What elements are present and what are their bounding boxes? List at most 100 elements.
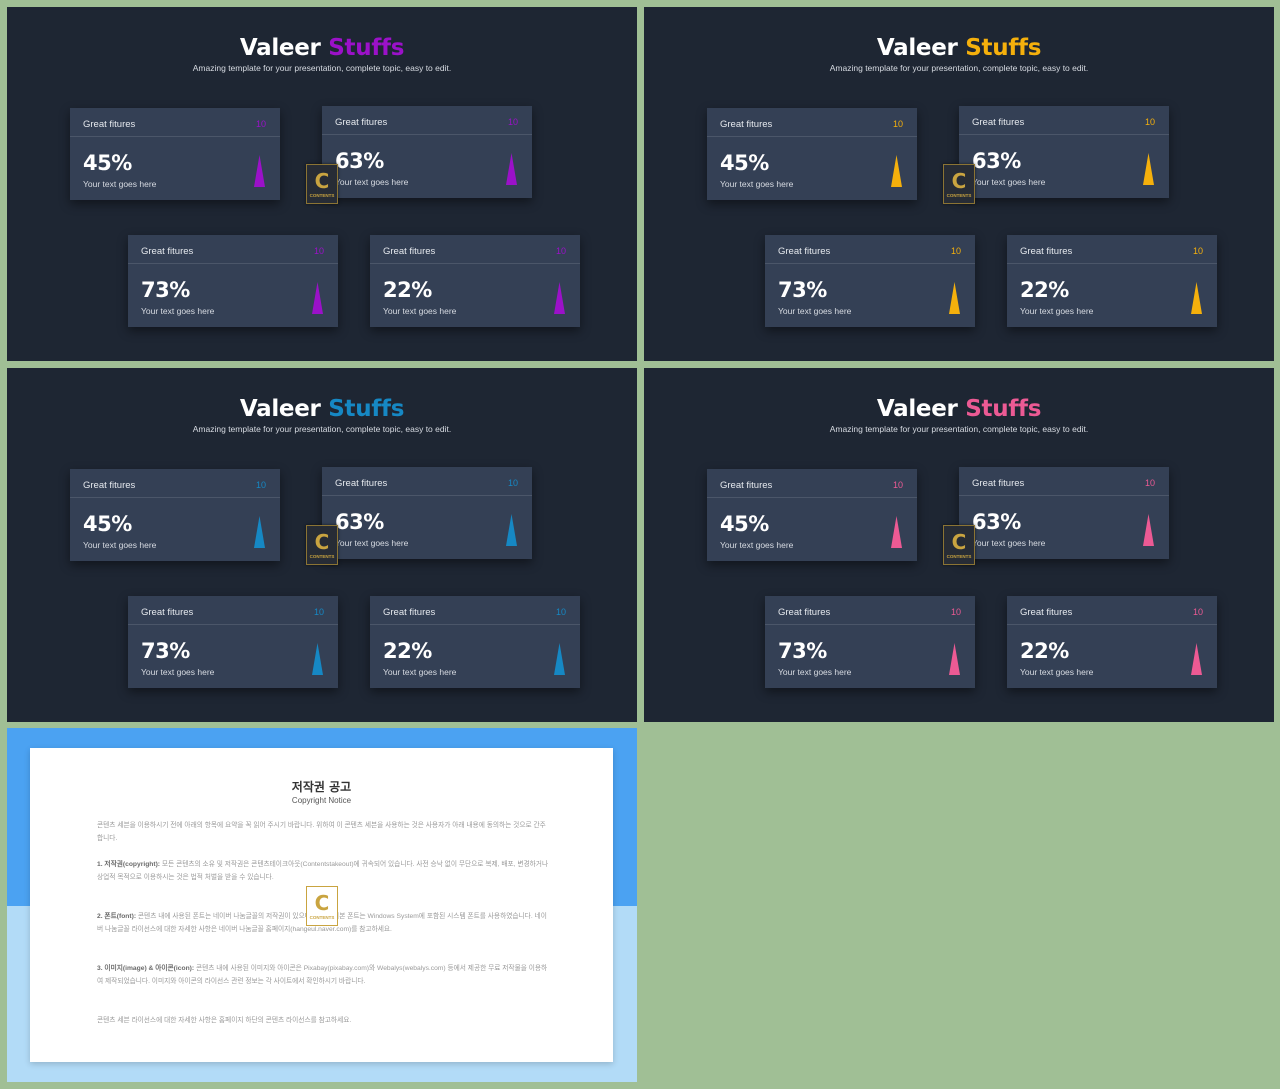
card-percent: 22% [383,639,432,663]
notice-copyright: 1. 저작권(copyright): 모든 콘텐츠의 소유 및 저작권은 콘텐츠… [97,861,549,881]
card-percent: 45% [720,151,769,175]
card-text: Your text goes here [778,306,852,316]
card-title: Great fitures [1020,246,1073,257]
notice-outro: 콘텐츠 세븐 라이선스에 대한 자세한 사항은 홈페이지 하단의 콘텐츠 라이선… [97,1017,352,1024]
slide-pink[interactable]: Valeer Stuffs Amazing template for your … [644,368,1274,722]
card-header [765,596,975,625]
spike-icon [1191,282,1202,314]
spike-icon [254,516,265,548]
card-title: Great fitures [1020,607,1073,618]
slide-subtitle: Amazing template for your presentation, … [829,424,1089,434]
notice-image-icon: 3. 이미지(image) & 아이콘(icon): 콘텐츠 내에 사용된 이미… [97,965,548,985]
spike-icon [506,514,517,546]
slide-title: Valeer Stuffs [876,35,1042,61]
card-text: Your text goes here [141,667,215,677]
spike-icon [506,153,517,185]
card-number: 10 [950,607,961,617]
card-title: Great fitures [141,607,194,618]
card-number: 10 [507,117,518,127]
card-header [959,467,1169,496]
card-number: 10 [1192,246,1203,256]
feature-card: Great fitures 10 22% Your text goes here [1007,235,1217,327]
card-number: 10 [313,246,324,256]
feature-card: Great fitures 10 73% Your text goes here [765,596,975,688]
card-title: Great fitures [335,117,388,128]
card-text: Your text goes here [1020,667,1094,677]
card-header [1007,596,1217,625]
slide-blue[interactable]: Valeer Stuffs Amazing template for your … [7,368,637,722]
card-header [322,467,532,496]
notice-paper: 저작권 공고 Copyright Notice 콘텐츠 세븐을 이용하시기 전에… [30,748,613,1062]
slide-subtitle: Amazing template for your presentation, … [192,63,452,73]
card-percent: 63% [972,510,1021,534]
feature-card: Great fitures 10 63% Your text goes here [959,106,1169,198]
contents-logo: C CONTENTS [306,164,338,204]
feature-card: Great fitures 10 73% Your text goes here [128,596,338,688]
card-text: Your text goes here [1020,306,1094,316]
card-percent: 73% [141,639,190,663]
notice-intro: 콘텐츠 세븐을 이용하시기 전에 아래의 항목에 요약을 꼭 읽어 주시기 바랍… [97,822,546,842]
slide-title: Valeer Stuffs [239,35,405,61]
card-text: Your text goes here [720,540,794,550]
card-percent: 22% [1020,278,1069,302]
contents-logo: C CONTENTS [306,525,338,565]
card-percent: 45% [83,512,132,536]
card-number: 10 [555,607,566,617]
card-title: Great fitures [383,607,436,618]
card-title: Great fitures [720,119,773,130]
card-number: 10 [255,119,266,129]
card-header [765,235,975,264]
slide-yellow[interactable]: Valeer Stuffs Amazing template for your … [644,7,1274,361]
slide-purple[interactable]: Valeer Stuffs Amazing template for your … [7,7,637,361]
card-header [370,235,580,264]
feature-card: Great fitures 10 45% Your text goes here [707,469,917,561]
slide-copyright-notice[interactable]: 저작권 공고 Copyright Notice 콘텐츠 세븐을 이용하시기 전에… [7,728,637,1082]
card-number: 10 [507,478,518,488]
spike-icon [554,282,565,314]
card-number: 10 [1144,478,1155,488]
feature-card: Great fitures 10 22% Your text goes here [1007,596,1217,688]
feature-card: Great fitures 10 73% Your text goes here [128,235,338,327]
card-text: Your text goes here [335,177,409,187]
card-number: 10 [1192,607,1203,617]
card-percent: 63% [335,510,384,534]
feature-card: Great fitures 10 22% Your text goes here [370,596,580,688]
card-number: 10 [892,480,903,490]
card-text: Your text goes here [383,306,457,316]
card-header [128,235,338,264]
spike-icon [891,155,902,187]
card-title: Great fitures [778,246,831,257]
card-header [322,106,532,135]
card-title: Great fitures [83,119,136,130]
card-percent: 73% [778,639,827,663]
spike-icon [1143,153,1154,185]
notice-font: 2. 폰트(font): 콘텐츠 내에 사용된 폰트는 네이버 나눔글꼴의 저작… [97,913,547,933]
feature-card: Great fitures 10 63% Your text goes here [959,467,1169,559]
card-text: Your text goes here [141,306,215,316]
card-percent: 45% [720,512,769,536]
slide-title: Valeer Stuffs [876,396,1042,422]
card-header [70,108,280,137]
notice-subtitle: Copyright Notice [291,796,352,805]
card-percent: 63% [335,149,384,173]
spike-icon [1191,643,1202,675]
contents-logo: C CONTENTS [306,886,338,926]
card-number: 10 [555,246,566,256]
spike-icon [949,643,960,675]
feature-card: Great fitures 10 45% Your text goes here [707,108,917,200]
feature-card: Great fitures 10 22% Your text goes here [370,235,580,327]
card-number: 10 [950,246,961,256]
contents-logo: C CONTENTS [943,164,975,204]
card-text: Your text goes here [972,538,1046,548]
feature-card: Great fitures 10 63% Your text goes here [322,106,532,198]
card-number: 10 [255,480,266,490]
spike-icon [891,516,902,548]
card-percent: 22% [1020,639,1069,663]
card-header [707,108,917,137]
notice-title: 저작권 공고 [291,780,352,794]
spike-icon [1143,514,1154,546]
slide-subtitle: Amazing template for your presentation, … [192,424,452,434]
card-percent: 73% [778,278,827,302]
spike-icon [554,643,565,675]
card-title: Great fitures [335,478,388,489]
